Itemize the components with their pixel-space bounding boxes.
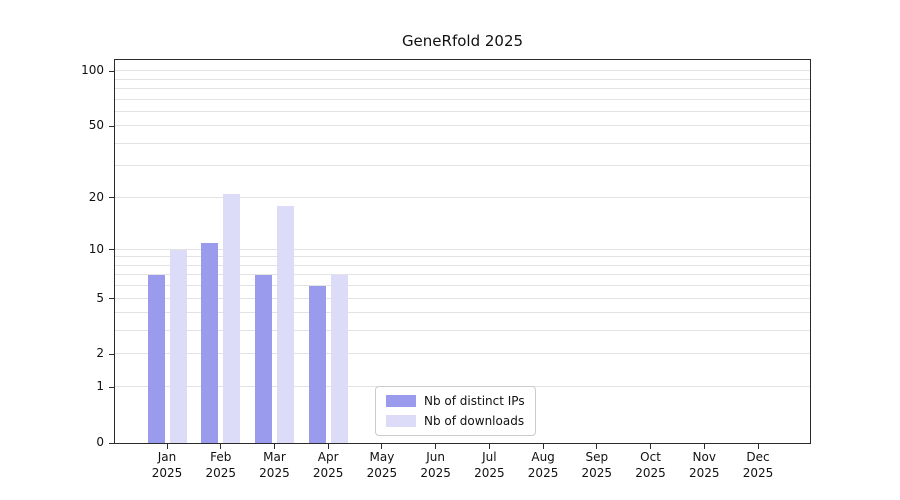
gridline-2 <box>115 353 810 355</box>
gridline-100 <box>115 70 810 72</box>
x-tick-label-jan: Jan 2025 <box>151 450 183 480</box>
y-tick-label-20: 20 <box>88 189 104 204</box>
gridline-4 <box>115 312 810 314</box>
x-tick-label-dec: Dec 2025 <box>742 450 774 480</box>
y-tick-label-1: 1 <box>96 379 104 394</box>
x-tick-label-oct: Oct 2025 <box>635 450 666 480</box>
gridline-6 <box>115 285 810 287</box>
x-tick-mark-jun <box>435 444 437 449</box>
legend-label-distinct-ips: Nb of distinct IPs <box>424 394 525 408</box>
x-tick-label-jun: Jun 2025 <box>420 450 451 480</box>
x-tick-mark-sep <box>596 444 598 449</box>
y-tick-mark-2 <box>109 353 114 355</box>
gridline-80 <box>115 87 810 89</box>
plot-area: Nb of distinct IPs Nb of downloads <box>114 59 811 444</box>
x-tick-mark-nov <box>703 444 705 449</box>
bar-nb-of-downloads-apr <box>330 275 348 443</box>
x-tick-mark-dec <box>757 444 759 449</box>
gridline-8 <box>115 264 810 266</box>
bar-nb-of-distinct-ips-mar <box>254 275 272 443</box>
y-tick-label-0: 0 <box>96 435 104 449</box>
gridline-90 <box>115 78 810 80</box>
x-tick-mark-aug <box>542 444 544 449</box>
bar-nb-of-downloads-mar <box>276 205 294 443</box>
legend: Nb of distinct IPs Nb of downloads <box>375 386 536 436</box>
x-tick-label-feb: Feb 2025 <box>205 450 236 480</box>
x-tick-label-nov: Nov 2025 <box>688 450 720 480</box>
bar-nb-of-distinct-ips-apr <box>308 286 326 443</box>
x-tick-label-apr: Apr 2025 <box>312 450 344 480</box>
y-tick-mark-50 <box>109 125 114 127</box>
gridline-70 <box>115 98 810 100</box>
legend-item-downloads: Nb of downloads <box>386 414 525 428</box>
y-tick-label-100: 100 <box>81 63 104 78</box>
gridline-9 <box>115 256 810 258</box>
y-tick-label-5: 5 <box>96 290 104 305</box>
x-tick-mark-apr <box>327 444 329 449</box>
y-tick-mark-20 <box>109 197 114 199</box>
gridline-20 <box>115 196 810 198</box>
gridline-3 <box>115 330 810 332</box>
y-tick-label-10: 10 <box>88 241 104 256</box>
x-tick-mark-jul <box>488 444 490 449</box>
bar-nb-of-downloads-jan <box>169 249 187 443</box>
x-tick-mark-mar <box>273 444 275 449</box>
chart-title: GeneRfold 2025 <box>401 32 524 50</box>
y-tick-label-50: 50 <box>88 118 104 133</box>
y-tick-mark-100 <box>109 70 114 72</box>
gridline-10 <box>115 248 810 250</box>
gridline-5 <box>115 297 810 299</box>
bar-nb-of-distinct-ips-feb <box>201 242 219 443</box>
x-tick-mark-jan <box>166 444 168 449</box>
y-tick-label-2: 2 <box>96 346 104 361</box>
bar-nb-of-distinct-ips-jan <box>147 275 165 443</box>
x-tick-mark-may <box>381 444 383 449</box>
x-tick-mark-feb <box>220 444 222 449</box>
x-tick-label-sep: Sep 2025 <box>581 450 613 480</box>
gridline-60 <box>115 110 810 112</box>
y-tick-mark-5 <box>109 298 114 300</box>
x-tick-label-aug: Aug 2025 <box>527 450 559 480</box>
x-tick-mark-oct <box>650 444 652 449</box>
gridline-7 <box>115 274 810 276</box>
gridline-40 <box>115 142 810 144</box>
legend-item-distinct-ips: Nb of distinct IPs <box>386 394 525 408</box>
gridline-30 <box>115 165 810 167</box>
y-tick-mark-0 <box>109 442 114 444</box>
legend-swatch-downloads <box>386 415 416 427</box>
legend-swatch-distinct-ips <box>386 395 416 407</box>
x-tick-label-jul: Jul 2025 <box>474 450 505 480</box>
x-tick-label-mar: Mar 2025 <box>259 450 290 480</box>
y-tick-mark-10 <box>109 249 114 251</box>
y-tick-mark-1 <box>109 386 114 388</box>
legend-label-downloads: Nb of downloads <box>424 414 525 428</box>
gridline-50 <box>115 125 810 127</box>
bar-nb-of-downloads-feb <box>223 193 241 443</box>
x-tick-label-may: May 2025 <box>366 450 398 480</box>
